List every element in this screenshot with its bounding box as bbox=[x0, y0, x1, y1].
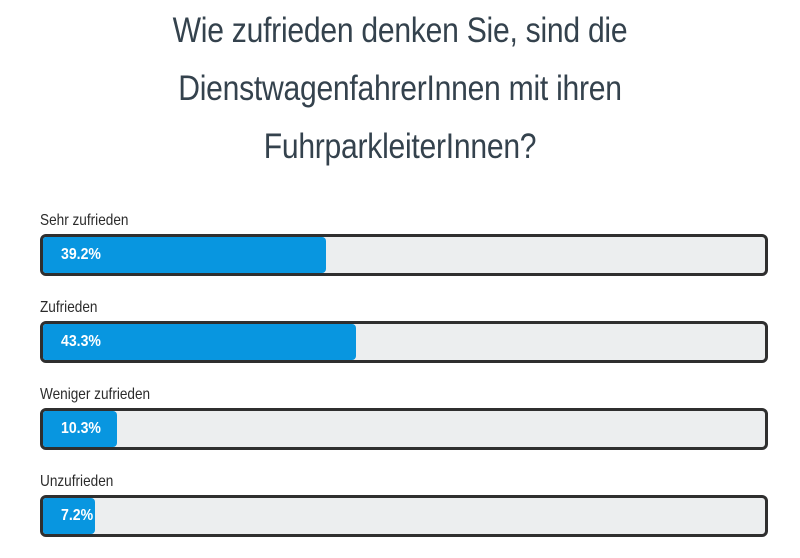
data-label: 7.2% bbox=[61, 507, 94, 524]
chart-title-line: Wie zufrieden denken Sie, sind die bbox=[172, 11, 628, 50]
chart-title: Wie zufrieden denken Sie, sind die Diens… bbox=[108, 2, 693, 176]
chart-title-line: FuhrparkleiterInnen? bbox=[263, 127, 537, 166]
bar bbox=[43, 498, 95, 534]
bar bbox=[43, 237, 327, 273]
data-label: 10.3% bbox=[61, 420, 101, 437]
chart-title-line: DienstwagenfahrerInnen mit ihren bbox=[178, 69, 622, 108]
bar-track: 39.2% bbox=[40, 234, 768, 276]
bar bbox=[43, 411, 118, 447]
bar bbox=[43, 324, 356, 360]
bar-row: Sehr zufrieden 39.2% bbox=[40, 210, 768, 297]
category-label: Unzufrieden bbox=[40, 473, 114, 490]
data-label: 43.3% bbox=[61, 333, 101, 350]
category-label: Weniger zufrieden bbox=[40, 386, 151, 403]
category-label: Sehr zufrieden bbox=[40, 212, 129, 229]
bar-row: Weniger zufrieden 10.3% bbox=[40, 384, 768, 471]
bar-row: Zufrieden 43.3% bbox=[40, 297, 768, 384]
category-label: Zufrieden bbox=[40, 299, 98, 316]
bar-chart: Sehr zufrieden 39.2% Zufrieden 43.3% Wen… bbox=[40, 210, 768, 558]
bar-track: 10.3% bbox=[40, 408, 768, 450]
bar-track: 43.3% bbox=[40, 321, 768, 363]
bar-track: 7.2% bbox=[40, 495, 768, 537]
bar-row: Unzufrieden 7.2% bbox=[40, 471, 768, 558]
data-label: 39.2% bbox=[61, 246, 101, 263]
